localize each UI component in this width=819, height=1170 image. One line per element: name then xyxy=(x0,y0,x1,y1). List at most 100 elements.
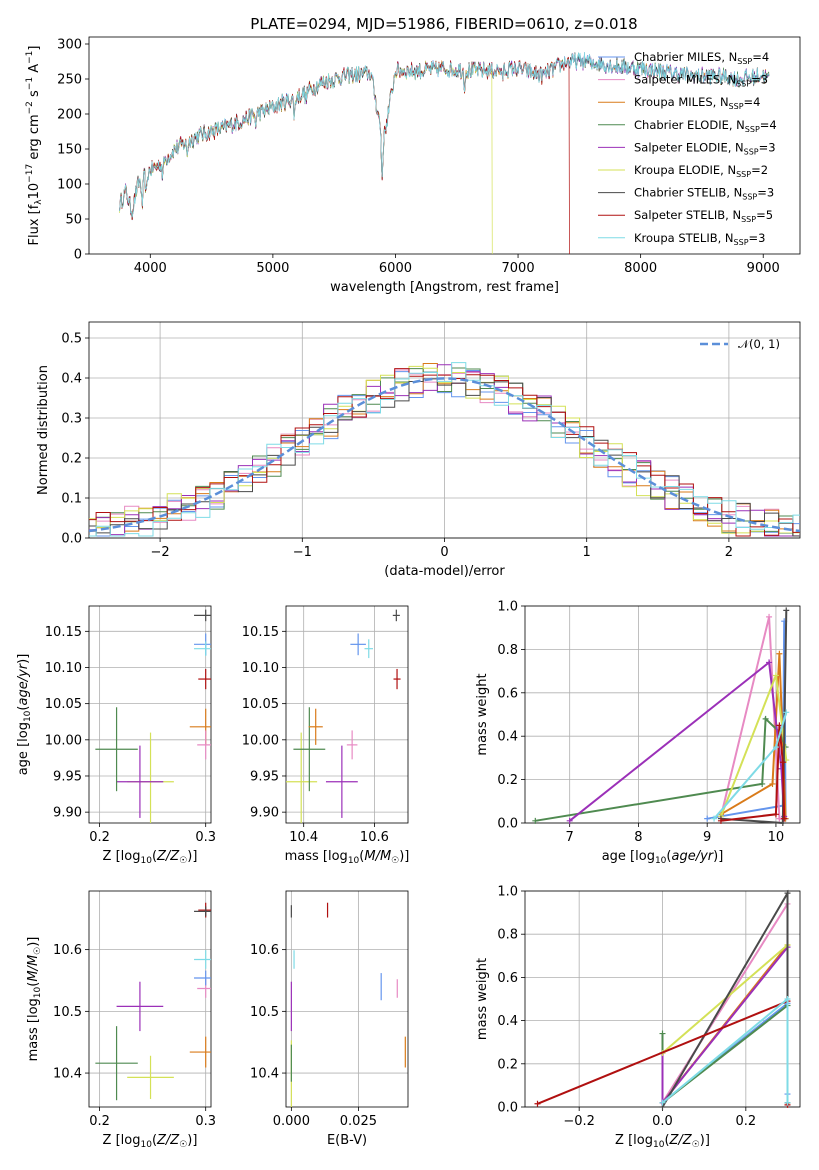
legend-label: Kroupa STELIB, NSSP=3 xyxy=(634,231,765,247)
x-axis-label: mass [log10(M/M☉)] xyxy=(285,849,410,866)
legend-label: Chabrier STELIB, NSSP=3 xyxy=(634,186,774,202)
y-tick-label: 1.0 xyxy=(497,600,518,615)
x-tick-label: 9 xyxy=(703,830,711,845)
x-axis-label: (data-model)/error xyxy=(384,564,505,579)
weight-line xyxy=(661,996,789,1104)
weight-marker xyxy=(784,996,791,1002)
axes-frame xyxy=(285,605,409,824)
x-tick-label: 0.2 xyxy=(89,1114,110,1129)
y-tick-label: 9.90 xyxy=(250,806,279,821)
y-tick-label: 200 xyxy=(57,108,82,123)
weight-marker xyxy=(781,815,788,822)
x-tick-label: −0.2 xyxy=(563,1114,595,1129)
x-axis-label: Z [log10(Z/Z☉)] xyxy=(103,1133,198,1150)
weight-marker xyxy=(534,1100,541,1107)
figure-title: PLATE=0294, MJD=51986, FIBERID=0610, z=0… xyxy=(250,15,637,33)
y-tick-label: 0.0 xyxy=(61,532,82,547)
weight-marker xyxy=(784,1099,791,1106)
x-tick-label: 1 xyxy=(583,545,591,560)
y-tick-label: 0 xyxy=(74,248,82,263)
legend-label: Kroupa ELODIE, NSSP=2 xyxy=(634,163,768,179)
weight-marker xyxy=(759,780,766,787)
weight-line xyxy=(661,944,789,1106)
x-tick-label: 10.4 xyxy=(289,830,318,845)
normal-curve xyxy=(88,377,801,533)
x-tick-label: 0 xyxy=(440,545,448,560)
x-axis-label: E(B-V) xyxy=(327,1133,367,1148)
legend-label: Kroupa MILES, NSSP=4 xyxy=(634,95,760,111)
histogram-step xyxy=(89,362,800,537)
y-tick-label: 10.00 xyxy=(45,733,82,748)
histogram-step xyxy=(89,363,800,537)
x-tick-label: 0.000 xyxy=(273,1114,310,1129)
y-tick-label: 10.4 xyxy=(53,1067,82,1082)
weight-marker xyxy=(711,815,718,822)
mass-weight-vs-age-panel: 7 8 9 10 0.0 0.2 0.4 0.6 0.8 1.0 age [log10(age/yr… xyxy=(475,600,801,866)
weight-marker xyxy=(784,890,791,897)
weight-marker xyxy=(772,672,779,679)
y-tick-label: 100 xyxy=(57,178,82,193)
x-tick-label: 6000 xyxy=(379,261,412,276)
x-tick-label: 7 xyxy=(566,830,574,845)
x-tick-label: 8 xyxy=(634,830,642,845)
x-tick-label: 8000 xyxy=(624,261,657,276)
x-tick-label: 7000 xyxy=(502,261,535,276)
y-tick-label: 0.4 xyxy=(497,730,518,745)
x-tick-label: 0.2 xyxy=(735,1114,756,1129)
weight-marker xyxy=(772,744,779,751)
legend-label: 𝒩(0, 1) xyxy=(738,337,780,351)
histogram-step xyxy=(89,378,800,537)
x-tick-label: 10.6 xyxy=(360,830,389,845)
y-tick-label: 10.10 xyxy=(45,661,82,676)
age-vs-Z-panel: 0.2 0.3 9.90 9.95 10.00 10.05 10.10 10.15 Z [log… xyxy=(16,605,216,866)
y-tick-label: 0.0 xyxy=(497,1101,518,1116)
y-tick-label: 10.5 xyxy=(53,1005,82,1020)
age-vs-mass-panel: 10.4 10.6 9.90 9.95 10.00 10.05 10.10 10.15 mass… xyxy=(242,605,410,866)
legend-label: Chabrier ELODIE, NSSP=4 xyxy=(634,118,777,134)
weight-marker xyxy=(769,780,776,787)
mass-vs-Z-panel: 0.2 0.3 10.4 10.5 10.6 Z [log10(Z/Z☉)] mass [l… xyxy=(26,890,216,1150)
y-tick-label: 9.95 xyxy=(250,769,279,784)
legend-label: Salpeter ELODIE, NSSP=3 xyxy=(634,140,776,156)
y-tick-label: 0.0 xyxy=(497,817,518,832)
y-tick-label: 150 xyxy=(57,143,82,158)
axes-frame xyxy=(88,321,801,539)
y-tick-label: 0.3 xyxy=(61,412,82,427)
y-tick-label: 1.0 xyxy=(497,885,518,900)
histogram-step xyxy=(89,365,800,534)
x-axis-label: wavelength [Angstrom, rest frame] xyxy=(330,280,559,295)
weight-marker xyxy=(762,715,769,722)
spectrum-panel: 4000 5000 6000 7000 8000 9000 0 50 100 150 200 250 3… xyxy=(25,36,801,295)
x-tick-label: 0.2 xyxy=(89,830,110,845)
y-tick-label: 10.10 xyxy=(242,661,279,676)
y-tick-label: 0.6 xyxy=(497,686,518,701)
y-tick-label: 0.6 xyxy=(497,971,518,986)
y-axis-label: mass weight xyxy=(475,958,490,1040)
spectrum-line xyxy=(119,51,770,218)
weight-line xyxy=(661,889,789,1108)
x-tick-label: −2 xyxy=(151,545,170,560)
y-tick-label: 10.15 xyxy=(45,625,82,640)
y-axis-label: mass weight xyxy=(475,673,490,755)
y-tick-label: 9.95 xyxy=(53,769,82,784)
weight-marker xyxy=(704,815,711,822)
y-tick-label: 250 xyxy=(57,73,82,88)
y-axis-label: Normed distribution xyxy=(36,365,51,495)
weight-marker xyxy=(779,820,786,826)
weight-marker xyxy=(766,659,773,666)
axes-frame xyxy=(88,36,801,255)
x-tick-label: 9000 xyxy=(747,261,780,276)
x-tick-label: 10 xyxy=(768,830,785,845)
y-tick-label: 10.5 xyxy=(250,1005,279,1020)
weight-marker xyxy=(772,811,779,818)
y-axis-label: mass [log10(M/M☉)] xyxy=(26,937,43,1062)
legend-label: Salpeter MILES, NSSP=3 xyxy=(634,73,768,89)
weight-marker xyxy=(783,709,790,716)
y-tick-label: 0.2 xyxy=(61,452,82,467)
x-tick-label: 0.025 xyxy=(340,1114,377,1129)
y-tick-label: 10.05 xyxy=(242,697,279,712)
x-tick-label: 0.0 xyxy=(652,1114,673,1129)
weight-marker xyxy=(717,817,724,824)
legend-label: Salpeter STELIB, NSSP=5 xyxy=(634,208,773,224)
weight-marker xyxy=(532,817,539,824)
